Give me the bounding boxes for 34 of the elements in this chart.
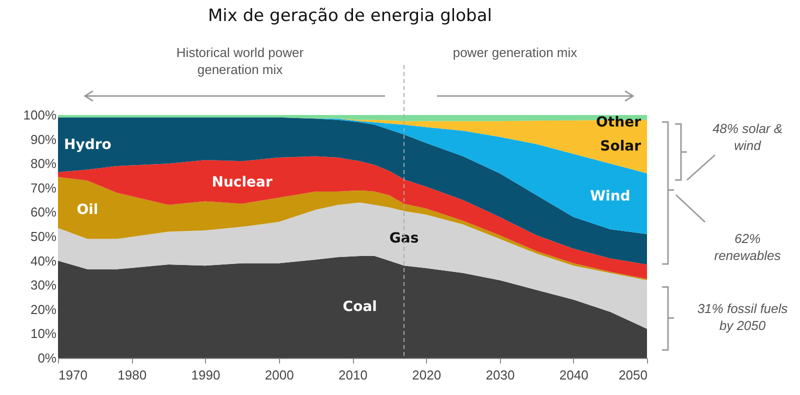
series-label: Gas <box>389 230 419 246</box>
text: power generation mix <box>452 44 578 61</box>
series-label: Hydro <box>64 136 112 153</box>
x-tick-label: 1970 <box>58 368 88 382</box>
y-tick-label: 40% <box>30 253 57 268</box>
series-label: Coal <box>342 298 377 315</box>
x-tick-label: 2050 <box>618 368 648 382</box>
y-tick-label: 10% <box>30 326 57 342</box>
x-tick-label: 2040 <box>559 368 588 382</box>
x-tick-label: 2030 <box>486 368 515 382</box>
y-tick-label: 50% <box>30 229 57 244</box>
y-tick-label: 30% <box>30 278 57 293</box>
x-tick-label: 1990 <box>191 368 220 382</box>
text: 31% fossil fuels by 2050 <box>696 300 789 334</box>
series-label: Oil <box>76 202 98 218</box>
text: 62% renewables <box>713 230 782 264</box>
x-tick-label: 1980 <box>118 368 147 382</box>
y-tick-label: 0% <box>38 350 57 366</box>
text: Historical world power generation mix <box>175 44 305 78</box>
x-tick-label: 2020 <box>412 368 442 382</box>
y-tick-label: 60% <box>30 204 57 220</box>
series-label: Wind <box>590 188 630 204</box>
series-label: Solar <box>600 138 642 155</box>
chart-title: Mix de geração de energia global <box>207 6 493 26</box>
series-label: Nuclear <box>212 174 272 190</box>
x-tick-label: 2000 <box>264 368 294 382</box>
x-tick-label: 2010 <box>338 368 368 382</box>
series-label: Other <box>596 114 642 130</box>
text: 48% solar & wind <box>711 120 784 154</box>
y-tick-label: 70% <box>30 180 57 196</box>
y-tick-label: 80% <box>30 156 57 172</box>
y-tick-label: 100% <box>23 108 57 122</box>
y-tick-label: 20% <box>30 302 57 317</box>
y-tick-label: 90% <box>30 132 57 147</box>
